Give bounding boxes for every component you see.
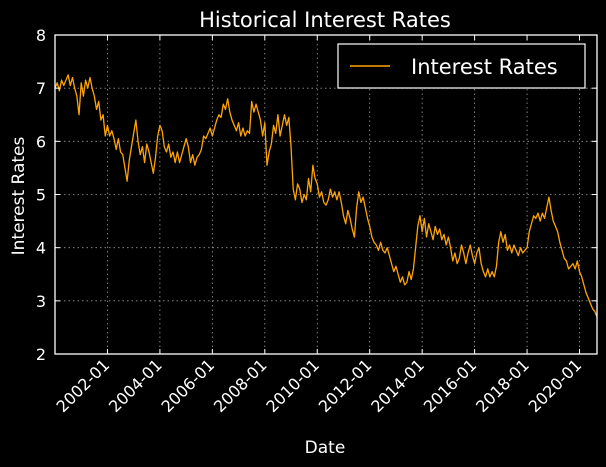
series-lines: [54, 74, 598, 318]
y-tick-label: 4: [36, 239, 46, 258]
series-line-interest-rates: [54, 74, 598, 318]
x-axis-label: Date: [305, 438, 346, 458]
chart-title: Historical Interest Rates: [199, 8, 451, 32]
y-tick-label: 2: [36, 345, 46, 364]
legend-entry-label: Interest Rates: [411, 55, 558, 79]
y-tick-label: 5: [36, 186, 46, 205]
y-axis-label: Interest Rates: [9, 136, 29, 255]
y-tick-label: 7: [36, 79, 46, 98]
y-axis-ticks: 2 3 4 5 6 7 8: [36, 26, 597, 364]
grid: [55, 35, 597, 354]
y-tick-label: 6: [36, 132, 46, 151]
y-tick-label: 8: [36, 26, 46, 45]
legend: Interest Rates: [337, 43, 586, 89]
y-tick-label: 3: [36, 292, 46, 311]
